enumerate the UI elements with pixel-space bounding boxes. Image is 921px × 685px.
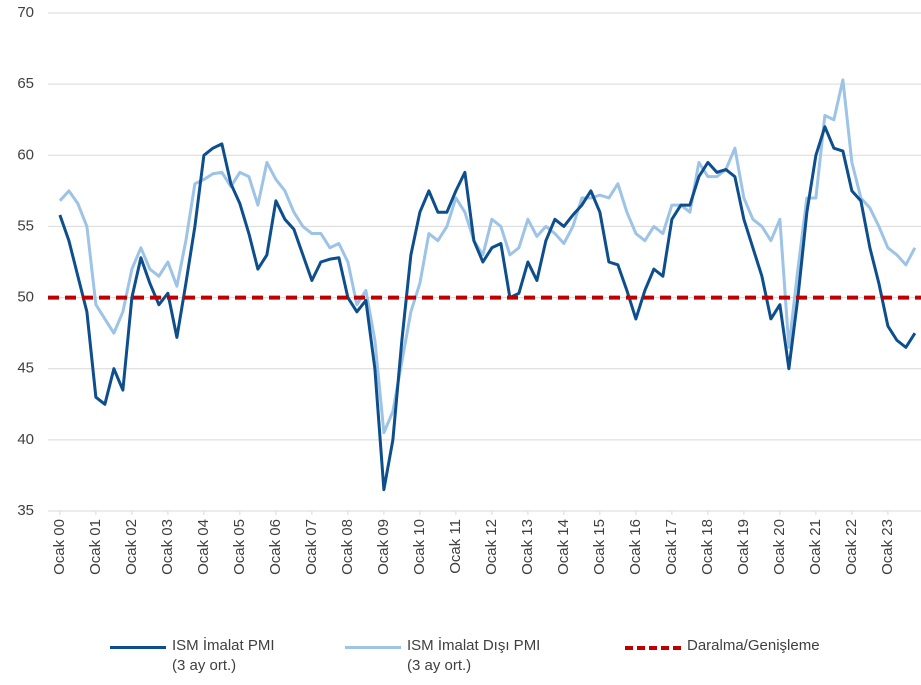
x-tick-label: Ocak 01 (87, 519, 104, 575)
legend-item: Daralma/Genişleme (625, 636, 820, 656)
x-tick-label: Ocak 14 (555, 519, 572, 575)
y-tick-label: 60 (17, 146, 34, 163)
x-tick-label: Ocak 02 (123, 519, 140, 575)
x-tick-label: Ocak 13 (519, 519, 536, 575)
y-tick-label: 50 (17, 289, 34, 306)
legend-label: Daralma/Genişleme (687, 637, 820, 654)
x-tick-label: Ocak 07 (303, 519, 320, 575)
x-tick-label: Ocak 12 (483, 519, 500, 575)
x-tick-label: Ocak 09 (375, 519, 392, 575)
y-tick-label: 65 (17, 75, 34, 92)
x-tick-label: Ocak 15 (591, 519, 608, 575)
x-tick-label: Ocak 21 (807, 519, 824, 575)
series-line (58, 78, 917, 435)
y-tick-label: 40 (17, 431, 34, 448)
legend-label: ISM İmalat PMI (3 ay ort.) (172, 637, 275, 674)
x-tick-label: Ocak 04 (195, 519, 212, 575)
x-tick-label: Ocak 22 (843, 519, 860, 575)
y-tick-label: 45 (17, 360, 34, 377)
chart: 35 40 45 50 55 60 65 70 Ocak 00 Ocak 01 Ocak 02 Oca… (17, 4, 921, 575)
x-tick-label: Ocak 11 (447, 519, 464, 574)
series-line (58, 125, 917, 492)
x-tick-label: Ocak 18 (699, 519, 716, 575)
x-tick-label: Ocak 19 (735, 519, 752, 575)
legend-swatch (625, 646, 681, 650)
y-tick-label: 70 (17, 4, 34, 21)
x-tick-label: Ocak 16 (627, 519, 644, 575)
x-tick-label: Ocak 20 (771, 519, 788, 575)
legend-item: ISM İmalat Dışı PMI (3 ay ort.) (345, 636, 540, 676)
legend-swatch (110, 646, 166, 649)
x-tick-label: Ocak 06 (267, 519, 284, 575)
x-tick-label: Ocak 10 (411, 519, 428, 575)
x-tick-label: Ocak 03 (159, 519, 176, 575)
y-tick-label: 35 (17, 502, 34, 519)
x-tick-label: Ocak 00 (51, 519, 68, 575)
x-tick-label: Ocak 08 (339, 519, 356, 575)
legend-label: ISM İmalat Dışı PMI (3 ay ort.) (407, 637, 541, 674)
y-tick-label: 55 (17, 217, 34, 234)
x-tick-label: Ocak 17 (663, 519, 680, 575)
legend-swatch (345, 646, 401, 649)
legend-item: ISM İmalat PMI (3 ay ort.) (110, 636, 275, 676)
x-tick-label: Ocak 23 (879, 519, 896, 575)
x-tick-label: Ocak 05 (231, 519, 248, 575)
